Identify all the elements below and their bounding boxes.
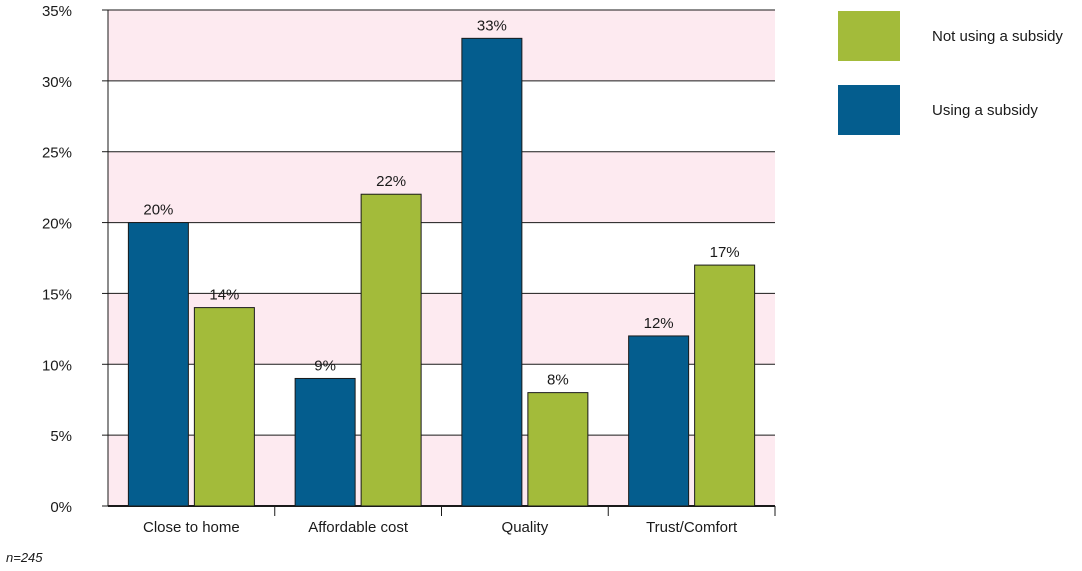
y-tick-label: 0% (50, 499, 72, 516)
plot-band (108, 10, 775, 81)
bar (628, 335, 690, 507)
legend: Not using a subsidy Using a subsidy (838, 11, 1063, 135)
legend-swatch (838, 85, 900, 135)
data-label: 33% (477, 17, 507, 34)
bar (527, 392, 589, 507)
x-tick-label: Affordable cost (308, 519, 409, 536)
legend-label: Not using a subsidy (932, 28, 1063, 45)
data-label: 12% (644, 315, 674, 332)
bars (127, 37, 756, 507)
x-tick-label: Close to home (143, 519, 240, 536)
sample-size-note: n=245 (6, 550, 43, 565)
data-label: 22% (376, 173, 406, 190)
x-axis: Close to home Affordable cost Quality Trust… (108, 505, 776, 536)
y-axis: 0% 5% 10% 15% 20% 25% 30% 35% (42, 3, 109, 516)
data-label: 8% (547, 372, 569, 389)
y-tick-label: 25% (42, 145, 72, 162)
bar (294, 377, 356, 507)
data-label: 14% (209, 287, 239, 304)
data-label: 9% (314, 357, 336, 374)
y-tick-label: 35% (42, 3, 72, 20)
bar (694, 264, 756, 507)
y-tick-label: 10% (42, 357, 72, 374)
data-labels: 20% 14% 9% 22% 33% 8% 12% 17% (143, 17, 739, 388)
data-label: 17% (710, 244, 740, 261)
data-label: 20% (143, 202, 173, 219)
bar (461, 37, 523, 507)
legend-label: Using a subsidy (932, 102, 1038, 119)
x-tick-label: Trust/Comfort (646, 519, 738, 536)
y-tick-label: 30% (42, 74, 72, 91)
x-tick-label: Quality (502, 519, 549, 536)
bar (360, 193, 422, 507)
y-tick-label: 5% (50, 428, 72, 445)
y-tick-label: 20% (42, 216, 72, 233)
bar (127, 222, 189, 507)
plot-band (108, 151, 775, 223)
legend-swatch (838, 11, 900, 61)
y-tick-label: 15% (42, 286, 72, 303)
bar (193, 307, 255, 507)
